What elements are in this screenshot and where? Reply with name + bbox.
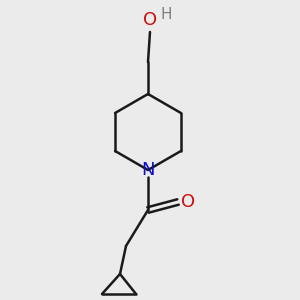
- Text: O: O: [181, 193, 195, 211]
- Text: O: O: [143, 11, 157, 29]
- Text: H: H: [160, 7, 172, 22]
- Text: N: N: [141, 161, 155, 179]
